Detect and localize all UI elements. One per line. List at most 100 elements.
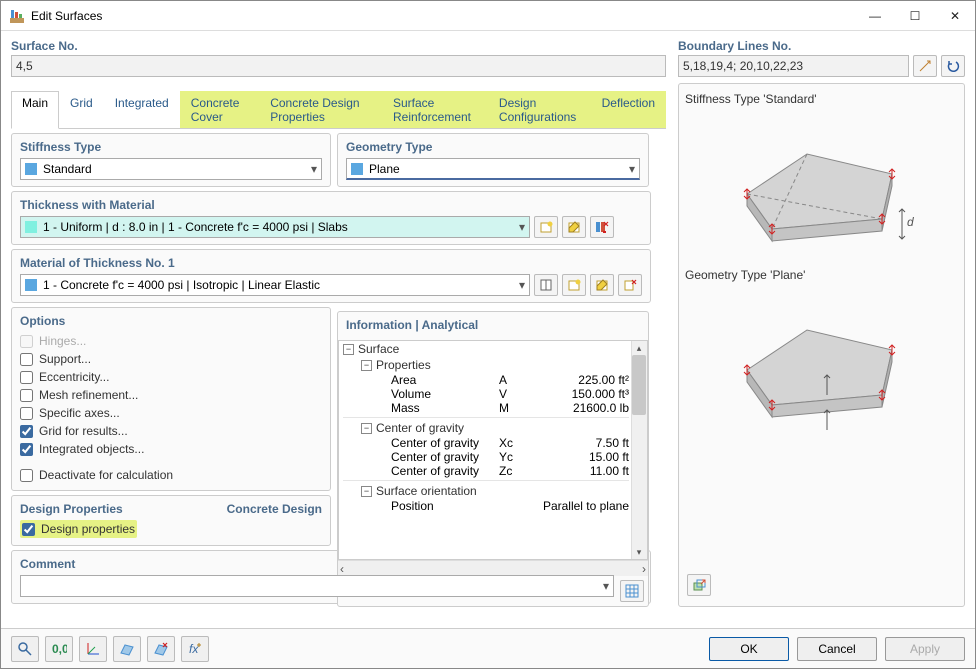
tree-collapse-icon[interactable]: −	[361, 360, 372, 371]
tool-button-6[interactable]: fx	[181, 636, 209, 662]
stiffness-preview-icon: d	[717, 114, 927, 264]
prop-sym: Xc	[499, 436, 539, 450]
options-title: Options	[20, 314, 322, 328]
window-buttons: — ☐ ✕	[855, 1, 975, 30]
close-button[interactable]: ✕	[935, 1, 975, 30]
apply-button[interactable]: Apply	[885, 637, 965, 661]
prop-val: 11.00 ft	[539, 464, 629, 478]
specific-axes-checkbox[interactable]	[20, 407, 33, 420]
boundary-lines-input[interactable]	[678, 55, 909, 77]
tab-concrete-design-properties[interactable]: Concrete Design Properties	[259, 91, 382, 128]
info-grid-button[interactable]	[620, 580, 644, 602]
tree-collapse-icon[interactable]: −	[361, 423, 372, 434]
info-tree[interactable]: ▴ ▾ −Surface −Properties AreaA225.00 ft²…	[338, 340, 648, 560]
window-title: Edit Surfaces	[31, 9, 855, 23]
stiffness-combo[interactable]: Standard ▾	[20, 158, 322, 180]
svg-text:d: d	[907, 215, 914, 229]
design-title: Design Properties	[20, 502, 123, 516]
stiffness-title: Stiffness Type	[20, 140, 322, 154]
eccentricity-checkbox[interactable]	[20, 371, 33, 384]
material-combo[interactable]: 1 - Concrete f'c = 4000 psi | Isotropic …	[20, 274, 530, 296]
hinges-checkbox	[20, 335, 33, 348]
prop-label: Position	[391, 499, 499, 513]
prop-sym: M	[499, 401, 539, 415]
units-icon: 0,00	[51, 641, 67, 657]
prop-label: Mass	[391, 401, 499, 415]
prop-label: Center of gravity	[391, 450, 499, 464]
tab-design-configurations[interactable]: Design Configurations	[488, 91, 591, 128]
option-mesh[interactable]: Mesh refinement...	[20, 386, 322, 404]
prop-val: 7.50 ft	[539, 436, 629, 450]
option-grid-results[interactable]: Grid for results...	[20, 422, 322, 440]
prop-sym: Zc	[499, 464, 539, 478]
option-eccentricity[interactable]: Eccentricity...	[20, 368, 322, 386]
help-button[interactable]	[11, 636, 39, 662]
tool-button-5[interactable]	[147, 636, 175, 662]
geometry-panel: Geometry Type Plane ▾	[337, 133, 649, 187]
prop-val: 15.00 ft	[539, 450, 629, 464]
maximize-button[interactable]: ☐	[895, 1, 935, 30]
options-panel: Options Hinges... Support... Eccentricit…	[11, 307, 331, 491]
surface-icon	[119, 641, 135, 657]
tool-button-3[interactable]	[79, 636, 107, 662]
surface-no-input[interactable]	[11, 55, 666, 77]
tree-collapse-icon[interactable]: −	[343, 344, 354, 355]
ok-button[interactable]: OK	[709, 637, 789, 661]
tab-main[interactable]: Main	[11, 91, 59, 129]
tab-surface-reinforcement[interactable]: Surface Reinforcement	[382, 91, 488, 128]
units-button[interactable]: 0,00	[45, 636, 73, 662]
comment-combo[interactable]: ▾	[20, 575, 614, 597]
mesh-checkbox[interactable]	[20, 389, 33, 402]
swatch	[25, 163, 37, 175]
option-integrated-objects[interactable]: Integrated objects...	[20, 440, 322, 458]
minimize-button[interactable]: —	[855, 1, 895, 30]
option-hinges: Hinges...	[20, 332, 322, 350]
design-properties-row[interactable]: Design properties	[20, 520, 137, 538]
chevron-down-icon: ▾	[519, 220, 525, 234]
geometry-combo[interactable]: Plane ▾	[346, 158, 640, 180]
cancel-button[interactable]: Cancel	[797, 637, 877, 661]
footer-toolbar: 0,00 fx	[11, 636, 209, 662]
deactivate-checkbox[interactable]	[20, 469, 33, 482]
support-checkbox[interactable]	[20, 353, 33, 366]
integrated-objects-checkbox[interactable]	[20, 443, 33, 456]
preview-detach-button[interactable]	[687, 574, 711, 596]
chevron-down-icon: ▾	[519, 278, 525, 292]
stiffness-value: Standard	[43, 162, 92, 176]
surface-no-label: Surface No.	[11, 39, 666, 53]
option-specific-axes[interactable]: Specific axes...	[20, 404, 322, 422]
scrollbar-vertical[interactable]: ▴ ▾	[631, 341, 647, 559]
design-sub: Concrete Design	[227, 502, 322, 516]
pick-lines-button[interactable]	[913, 55, 937, 77]
design-properties-checkbox[interactable]	[22, 523, 35, 536]
reset-lines-button[interactable]	[941, 55, 965, 77]
scroll-down-icon[interactable]: ▾	[632, 545, 646, 559]
preview-pane: Stiffness Type 'Standard' d	[678, 83, 965, 607]
design-properties-panel: Design Properties Concrete Design Design…	[11, 495, 331, 546]
surface-delete-icon	[153, 641, 169, 657]
tab-integrated[interactable]: Integrated	[104, 91, 180, 128]
swatch	[351, 163, 363, 175]
tab-grid[interactable]: Grid	[59, 91, 104, 128]
titlebar: Edit Surfaces — ☐ ✕	[1, 1, 975, 31]
scroll-thumb[interactable]	[632, 355, 646, 415]
tree-collapse-icon[interactable]: −	[361, 486, 372, 497]
information-panel: Information | Analytical ▴ ▾ −Surface −P…	[337, 311, 649, 607]
tab-deflection[interactable]: Deflection	[591, 91, 666, 128]
footer: 0,00 fx OK Cancel Apply	[1, 628, 975, 668]
grid-results-checkbox[interactable]	[20, 425, 33, 438]
function-icon: fx	[187, 641, 203, 657]
app-icon	[9, 8, 25, 24]
thickness-value: 1 - Uniform | d : 8.0 in | 1 - Concrete …	[43, 220, 348, 234]
tool-button-4[interactable]	[113, 636, 141, 662]
scroll-up-icon[interactable]: ▴	[632, 341, 646, 355]
prop-label: Center of gravity	[391, 464, 499, 478]
svg-text:fx: fx	[189, 642, 199, 656]
thickness-combo[interactable]: 1 - Uniform | d : 8.0 in | 1 - Concrete …	[20, 216, 530, 238]
prop-sym: V	[499, 387, 539, 401]
option-deactivate[interactable]: Deactivate for calculation	[20, 466, 322, 484]
geometry-title: Geometry Type	[346, 140, 640, 154]
prop-val: 21600.0 lb	[539, 401, 629, 415]
tab-concrete-cover[interactable]: Concrete Cover	[180, 91, 259, 128]
option-support[interactable]: Support...	[20, 350, 322, 368]
